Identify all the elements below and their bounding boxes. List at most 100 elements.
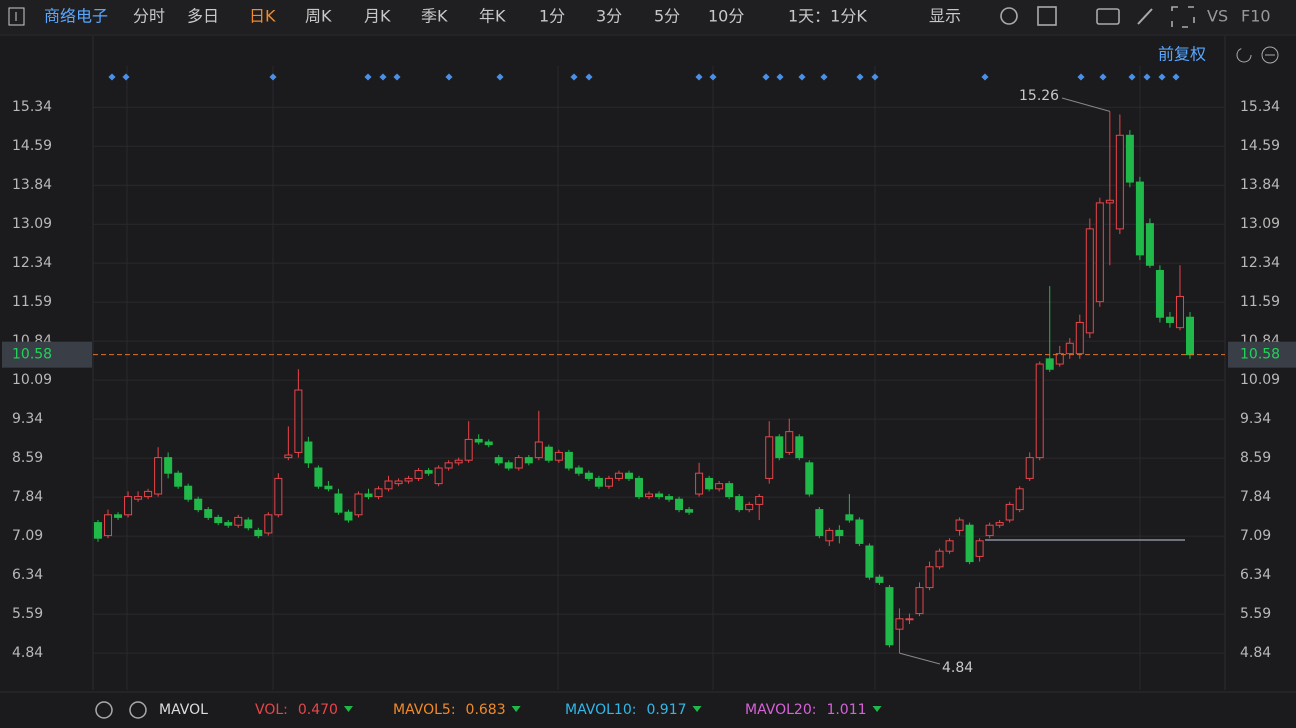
candle-body — [234, 516, 243, 526]
tab[interactable]: 10分 — [708, 7, 744, 26]
candle-body — [935, 550, 944, 568]
signal-marker — [570, 73, 578, 81]
camera-icon[interactable] — [1096, 8, 1120, 25]
signal-marker — [709, 73, 717, 81]
candle-body — [985, 524, 994, 537]
indicator-value: 0.470 — [298, 702, 338, 718]
candle-body — [304, 441, 313, 464]
y-tick-label: 5.59 — [12, 606, 43, 622]
candle-body — [424, 470, 433, 474]
candle-body — [544, 446, 553, 461]
signal-marker — [393, 73, 401, 81]
signal-marker — [496, 73, 504, 81]
indicator-name[interactable]: MAVOL — [159, 702, 208, 718]
candle-body — [624, 472, 633, 479]
candle-body — [604, 477, 613, 487]
adjust-button[interactable]: 前复权 — [1158, 45, 1206, 64]
signal-marker — [871, 73, 879, 81]
y-tick-label: 6.34 — [12, 567, 43, 583]
tab[interactable]: 5分 — [654, 7, 680, 26]
signal-marker — [776, 73, 784, 81]
pen-icon[interactable] — [1137, 8, 1153, 25]
signal-marker — [856, 73, 864, 81]
trend-arrow — [343, 706, 353, 712]
candle-body — [1055, 353, 1064, 365]
candle-body — [494, 457, 503, 464]
candle-body — [895, 618, 904, 630]
candle-body — [614, 472, 623, 479]
candle-body — [274, 477, 283, 516]
f10-button[interactable]: F10 — [1241, 7, 1271, 26]
candle-body — [875, 576, 884, 583]
indicator-value: 0.683 — [466, 702, 506, 718]
high-label: 15.26 — [1019, 88, 1059, 104]
price-badge — [2, 341, 92, 368]
period[interactable]: 1天：1分K — [788, 7, 867, 26]
signal-marker — [108, 73, 116, 81]
y-tick-label: 4.84 — [1240, 645, 1271, 661]
candle-body — [574, 467, 583, 474]
y-tick-label: 11.59 — [1240, 294, 1280, 310]
candle-body — [915, 587, 924, 615]
low-pointer — [899, 652, 941, 665]
candle-body — [725, 483, 734, 498]
candle-body — [645, 493, 654, 498]
candle-body — [454, 459, 463, 464]
candle-body — [835, 529, 844, 537]
reset-icon[interactable] — [1236, 47, 1252, 63]
candle-body — [1135, 181, 1144, 256]
settings-icon[interactable] — [1000, 7, 1018, 25]
candle-body — [414, 470, 423, 479]
indicator-label: MAVOL10: — [565, 702, 636, 718]
candle-body — [554, 451, 563, 461]
candle-body — [254, 529, 263, 537]
candle-body — [184, 485, 193, 500]
tab[interactable]: 月K — [364, 7, 391, 26]
candle-body — [134, 496, 143, 500]
candle-body — [1005, 503, 1014, 521]
tab[interactable]: 年K — [479, 7, 506, 26]
vertical-grid — [126, 66, 1141, 690]
candle-body — [94, 522, 103, 539]
candle-body — [845, 514, 854, 521]
tab[interactable]: 1分 — [539, 7, 565, 26]
y-tick-label: 6.34 — [1240, 567, 1271, 583]
stock-name[interactable]: 商络电子 — [44, 7, 108, 26]
y-tick-label: 7.09 — [1240, 528, 1271, 544]
candle-body — [1115, 134, 1124, 230]
panel-icon[interactable] — [8, 7, 25, 26]
candle-body — [484, 441, 493, 446]
candle-body — [264, 514, 273, 534]
y-tick-label: 13.84 — [12, 177, 52, 193]
y-tick-label: 5.59 — [1240, 606, 1271, 622]
fullscreen-icon[interactable] — [1171, 6, 1195, 28]
tab[interactable]: 多日 — [187, 7, 219, 26]
trend-arrow — [872, 706, 882, 712]
tab[interactable]: 3分 — [596, 7, 622, 26]
display-menu[interactable]: 显示 — [929, 7, 961, 26]
tab[interactable]: 分时 — [133, 7, 165, 26]
candle-body — [755, 496, 764, 505]
tab[interactable]: 日K — [249, 7, 276, 26]
tab[interactable]: 周K — [305, 7, 332, 26]
indicator-value: 0.917 — [646, 702, 686, 718]
vs-button[interactable]: VS — [1207, 7, 1228, 26]
indicator-close[interactable] — [129, 701, 147, 719]
candle-body — [334, 493, 343, 513]
candle-body — [224, 522, 233, 526]
tab[interactable]: 季K — [421, 7, 448, 26]
candle-body — [164, 457, 173, 474]
candle-body — [434, 467, 443, 485]
y-tick-label: 11.59 — [12, 294, 52, 310]
signal-marker — [269, 73, 277, 81]
indicator-value: 1.011 — [826, 702, 866, 718]
draw-icon[interactable] — [1037, 6, 1057, 26]
indicator-settings[interactable] — [95, 701, 113, 719]
candle-body — [294, 389, 303, 453]
zoom-out-icon[interactable] — [1261, 46, 1279, 64]
last-price: 10.58 — [12, 347, 52, 363]
candle-body — [745, 503, 754, 511]
